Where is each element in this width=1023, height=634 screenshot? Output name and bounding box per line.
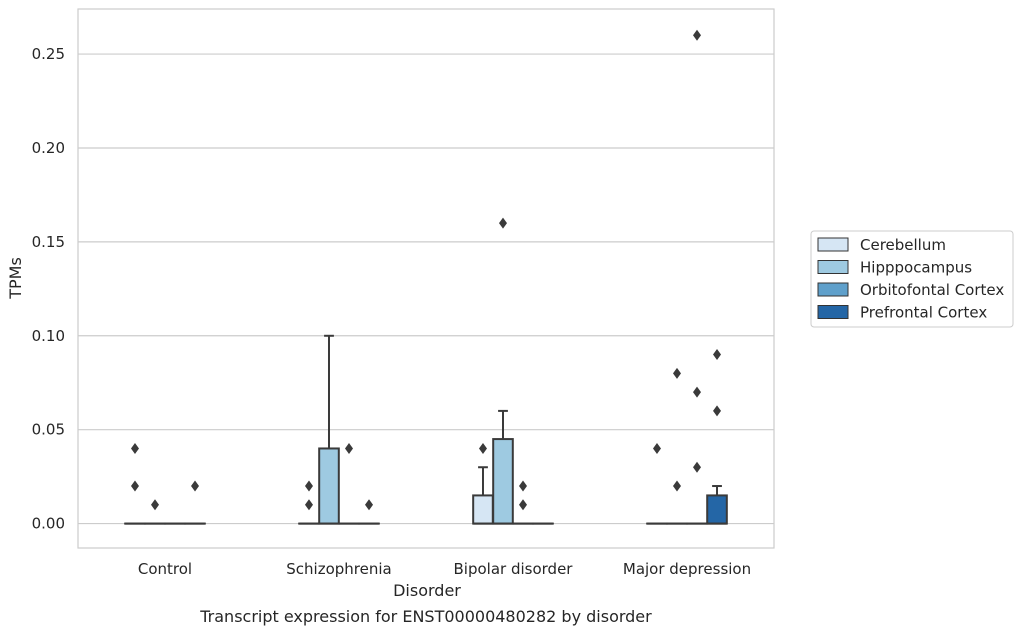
grid-lines	[78, 53, 774, 525]
y-axis-label: TPMs	[6, 257, 25, 300]
box-cerebellum	[472, 466, 494, 525]
legend-swatch	[817, 260, 849, 274]
outlier-point	[130, 480, 139, 492]
box-body	[472, 494, 494, 525]
y-tick-label: 0.10	[32, 327, 65, 345]
y-tick-label: 0.25	[32, 45, 65, 63]
legend-swatch	[817, 237, 849, 252]
y-tick-label: 0.15	[32, 233, 65, 251]
legend-label: Cerebellum	[860, 236, 946, 254]
outlier-point	[519, 480, 528, 492]
outlier-point	[365, 499, 374, 511]
x-axis-label: Disorder	[393, 581, 461, 600]
outlier-point	[693, 29, 702, 41]
x-axis-ticks: Control Schizophrenia Bipolar disorder Majo…	[138, 560, 751, 578]
legend: Cerebellum Hipppocampus Orbitofontal Corte…	[810, 230, 1014, 328]
figure-caption: Transcript expression for ENST0000048028…	[199, 607, 652, 626]
plot-area-frame	[77, 8, 775, 549]
outlier-points	[130, 29, 722, 511]
x-tick-label: Major depression	[623, 560, 751, 578]
outlier-point	[693, 461, 702, 473]
outlier-point	[672, 367, 681, 379]
outlier-point	[478, 442, 487, 454]
outlier-point	[693, 386, 702, 398]
y-tick-label: 0.05	[32, 421, 65, 439]
legend-label: Prefrontal Cortex	[860, 304, 987, 322]
x-tick-label: Bipolar disorder	[454, 560, 574, 578]
box-hipppocampus	[318, 334, 340, 525]
legend-swatch	[817, 305, 849, 319]
box-body	[706, 494, 728, 525]
legend-label: Orbitofontal Cortex	[860, 281, 1004, 299]
y-tick-label: 0.20	[32, 139, 65, 157]
outlier-point	[713, 349, 722, 361]
box-hipppocampus	[492, 409, 514, 525]
x-tick-label: Control	[138, 560, 192, 578]
outlier-point	[345, 442, 354, 454]
legend-label: Hipppocampus	[860, 259, 972, 277]
outlier-point	[519, 499, 528, 511]
y-axis-ticks: 0.00 0.05 0.10 0.15 0.20 0.25	[32, 45, 65, 533]
outlier-point	[191, 480, 200, 492]
outlier-point	[304, 480, 313, 492]
legend-items: Cerebellum Hipppocampus Orbitofontal Corte…	[817, 236, 1004, 322]
outlier-point	[130, 442, 139, 454]
outlier-point	[150, 499, 159, 511]
outlier-point	[713, 405, 722, 417]
y-tick-label: 0.00	[32, 515, 65, 533]
box-body	[318, 447, 340, 525]
outlier-point	[652, 442, 661, 454]
outlier-point	[304, 499, 313, 511]
outlier-point	[498, 217, 507, 229]
box-series	[124, 334, 728, 525]
outlier-point	[672, 480, 681, 492]
box-body	[492, 438, 514, 525]
legend-frame	[810, 230, 1014, 328]
box-prefrontal-cortex	[706, 485, 728, 525]
x-tick-label: Schizophrenia	[286, 560, 391, 578]
legend-swatch	[817, 282, 849, 297]
